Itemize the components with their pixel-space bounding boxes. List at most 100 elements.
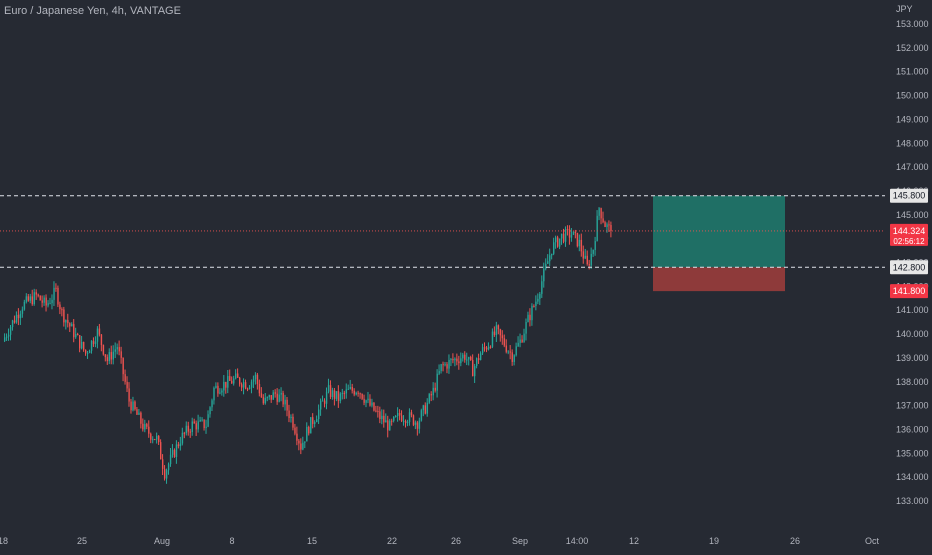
candle-body <box>294 427 296 434</box>
candle-body <box>600 208 602 219</box>
stop-zone[interactable] <box>653 267 785 292</box>
target-zone[interactable] <box>653 195 785 268</box>
candle <box>406 419 409 427</box>
candle <box>21 306 24 318</box>
candle-body <box>278 394 280 402</box>
candle-body <box>442 364 444 366</box>
candle-body <box>592 249 594 254</box>
candle <box>227 369 229 394</box>
candle <box>556 235 559 248</box>
candle-body <box>33 292 35 305</box>
candle-body <box>197 421 199 430</box>
candle-body <box>7 334 10 337</box>
candle-body <box>138 412 140 415</box>
candle-body <box>258 383 261 394</box>
candle <box>549 248 551 266</box>
candle-body <box>395 415 397 417</box>
candle-body <box>329 385 332 397</box>
candle-body <box>156 435 158 440</box>
candle-body <box>547 261 549 264</box>
candle <box>608 220 610 232</box>
candle <box>397 407 399 422</box>
candle <box>132 396 134 412</box>
candle <box>487 342 490 351</box>
candle <box>507 350 509 355</box>
candle <box>158 435 160 445</box>
candle <box>470 355 472 361</box>
y-tick-label: 147.000 <box>896 162 929 172</box>
candle-body <box>31 296 34 305</box>
candle <box>90 340 93 354</box>
candle-body <box>349 387 351 389</box>
candle <box>428 392 430 405</box>
candle <box>173 448 176 458</box>
candle <box>481 343 484 356</box>
candle-body <box>335 391 338 399</box>
candle-body <box>549 255 551 262</box>
candle-body <box>568 229 571 238</box>
candle <box>13 315 16 324</box>
candle <box>130 398 132 414</box>
candle <box>385 413 387 423</box>
candle-body <box>81 341 83 349</box>
candle <box>493 326 496 337</box>
candle <box>464 351 466 363</box>
candle <box>152 436 154 444</box>
candle <box>302 436 304 451</box>
candle <box>306 422 308 442</box>
candle-body <box>148 426 150 434</box>
candle-body <box>17 314 20 319</box>
candle-body <box>288 410 290 419</box>
candle-body <box>448 359 450 369</box>
candle-body <box>43 297 45 303</box>
candle-body <box>193 421 195 424</box>
candle <box>37 293 39 298</box>
candle <box>106 354 109 365</box>
candle-body <box>481 347 484 354</box>
candle-body <box>25 296 28 302</box>
candle <box>92 337 95 347</box>
candle <box>189 428 192 438</box>
candle <box>383 409 385 428</box>
candle <box>446 362 448 374</box>
candle-body <box>400 415 403 421</box>
candle <box>610 221 612 238</box>
candle <box>51 294 53 310</box>
candle <box>365 399 367 408</box>
candle <box>15 311 18 324</box>
candle-body <box>187 425 190 432</box>
candle <box>359 392 361 399</box>
candle <box>108 348 111 365</box>
candle <box>355 391 357 396</box>
candle-body <box>375 410 377 412</box>
candle-body <box>98 328 101 335</box>
candle <box>418 417 421 434</box>
candle <box>345 383 348 399</box>
candle-body <box>286 399 288 411</box>
candle <box>116 343 118 355</box>
candle <box>404 419 407 428</box>
x-tick-label: Aug <box>154 536 170 546</box>
candle-body <box>462 354 464 359</box>
candle <box>203 419 205 431</box>
candle-body <box>124 374 126 382</box>
candle-body <box>521 339 523 343</box>
candle-body <box>476 358 478 367</box>
candle-body <box>173 449 176 457</box>
candle <box>41 295 43 308</box>
candle-body <box>347 388 350 390</box>
candle-body <box>13 320 16 323</box>
candle <box>286 397 288 417</box>
x-tick-label: 26 <box>790 536 800 546</box>
candle-body <box>37 294 39 296</box>
candle <box>104 354 107 362</box>
candle <box>138 409 140 416</box>
candle <box>335 391 338 402</box>
candle <box>84 349 87 356</box>
candle-body <box>282 392 284 405</box>
candle-body <box>161 459 164 469</box>
candle <box>474 363 476 383</box>
